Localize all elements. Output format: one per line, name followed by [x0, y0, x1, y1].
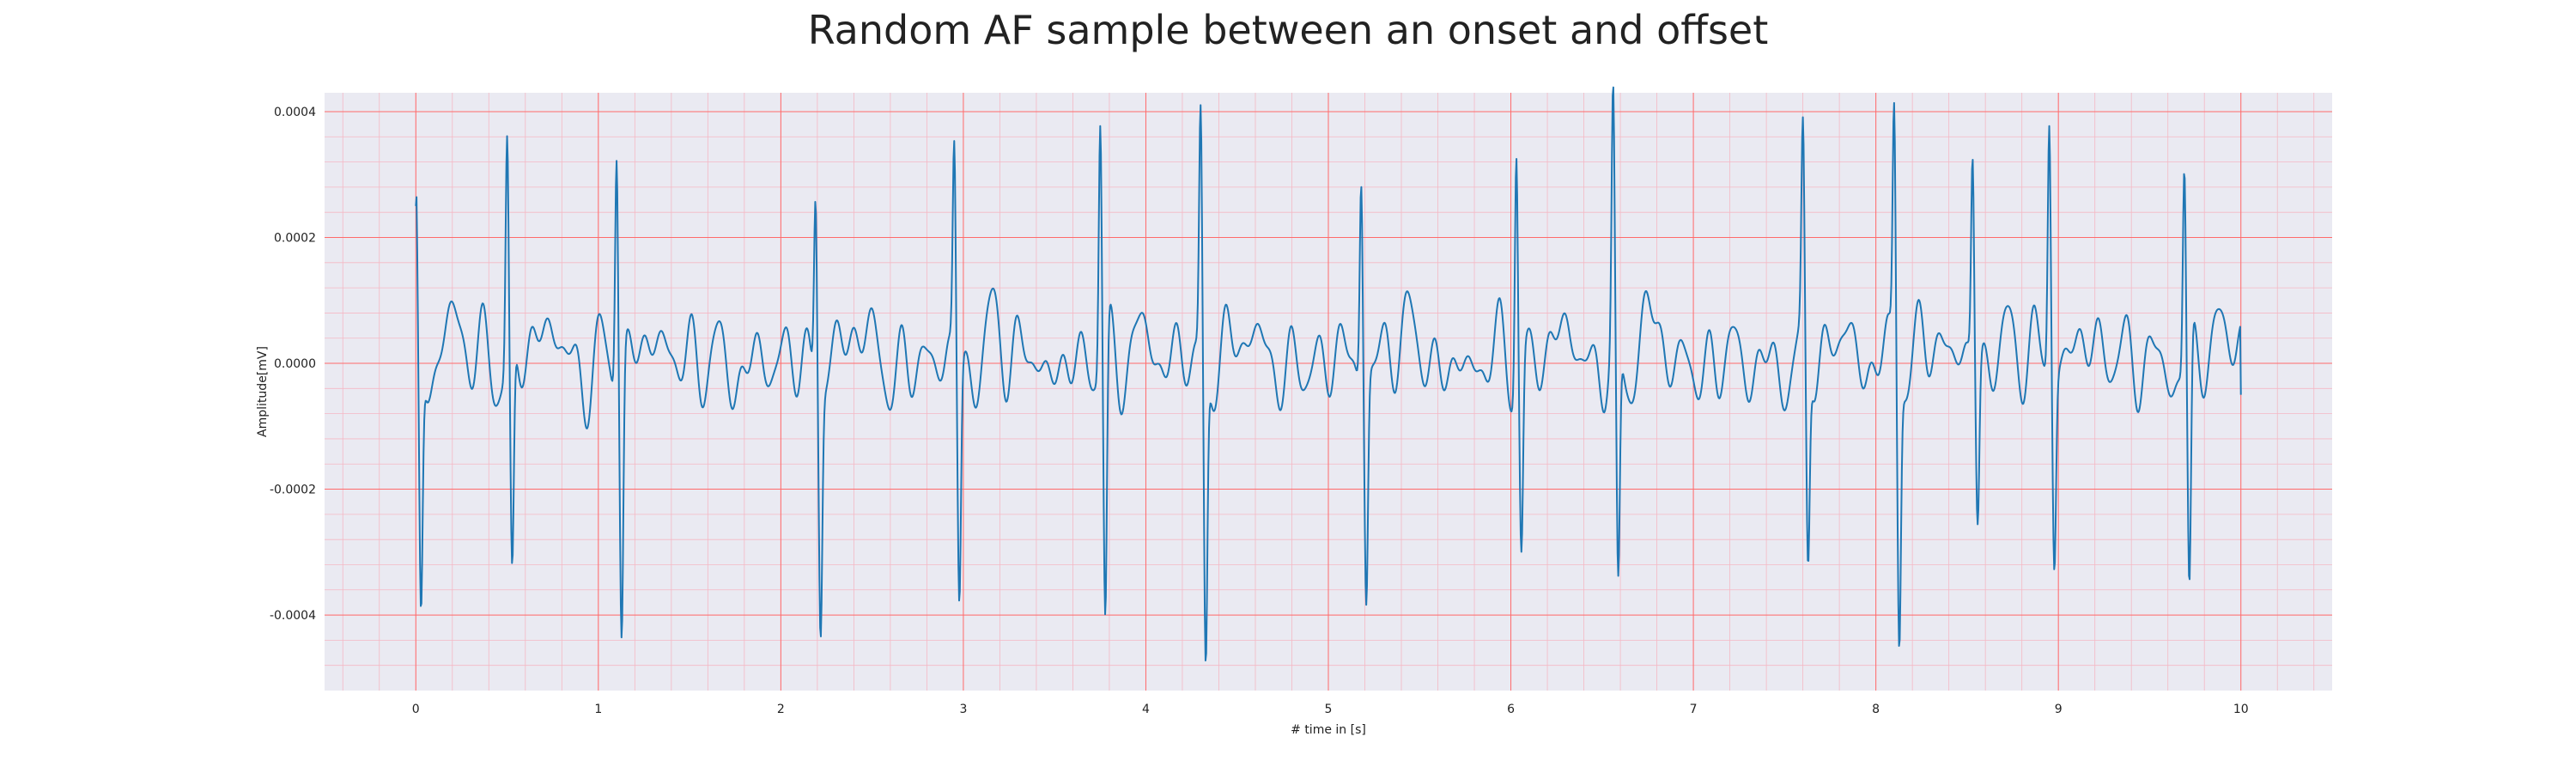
- x-tick-label: 6: [1507, 703, 1515, 716]
- x-tick-label: 8: [1872, 703, 1880, 716]
- x-tick-label: 10: [2233, 703, 2249, 716]
- series-line: [415, 86, 2242, 662]
- y-tick-label: 0.0002: [274, 232, 316, 246]
- x-tick-label: 5: [1325, 703, 1333, 716]
- series-layer: [415, 86, 2242, 662]
- x-tick-label: 7: [1690, 703, 1698, 716]
- x-tick-label: 4: [1142, 703, 1150, 716]
- y-axis-label: Amplitude[mV]: [256, 346, 270, 437]
- x-tick-label: 9: [2055, 703, 2063, 716]
- chart-title: Random AF sample between an onset and of…: [807, 7, 1769, 53]
- x-axis-label: # time in [s]: [1291, 723, 1366, 737]
- y-tick-label: 0.0000: [274, 357, 316, 371]
- x-tick-label: 2: [777, 703, 785, 716]
- x-tick-label: 0: [412, 703, 420, 716]
- y-tick-label: -0.0002: [270, 484, 316, 497]
- y-tick-label: 0.0004: [274, 106, 316, 119]
- x-tick-label: 1: [594, 703, 602, 716]
- x-axis-ticks: 0 1 2 3 4 5 6 7 8 9 10: [412, 703, 2249, 716]
- x-tick-label: 3: [959, 703, 967, 716]
- y-axis-ticks: -0.0004 -0.0002 0.0000 0.0002 0.0004: [270, 106, 316, 623]
- y-tick-label: -0.0004: [270, 609, 316, 623]
